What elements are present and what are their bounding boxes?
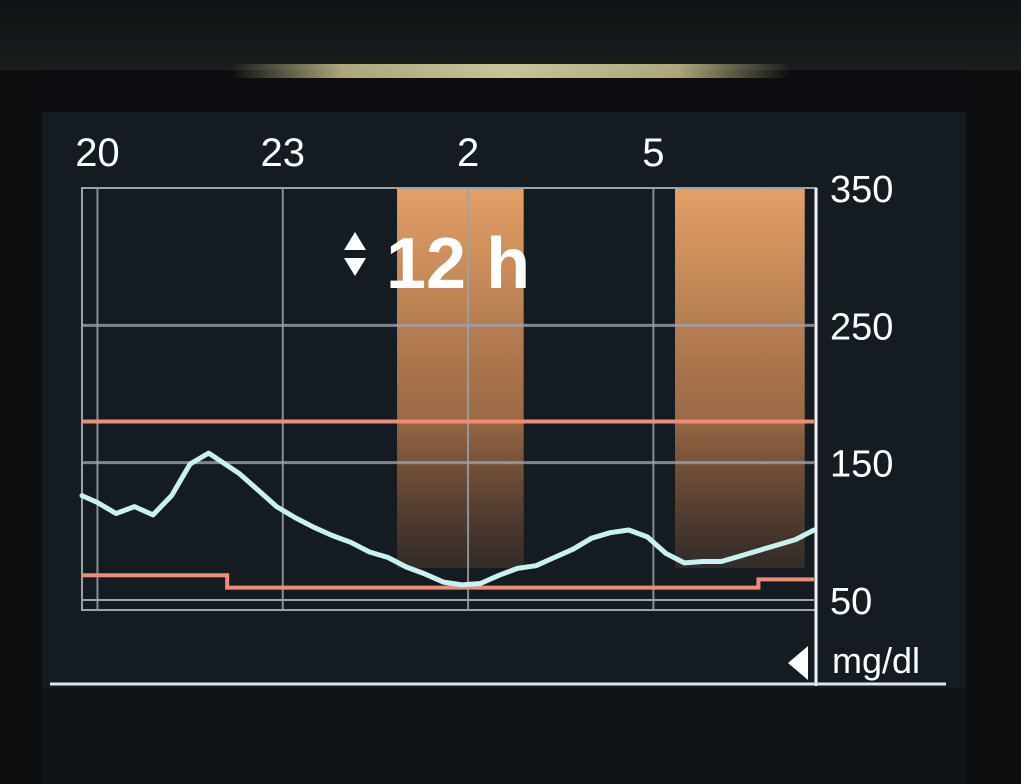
y-tick-label: 50 (830, 581, 872, 623)
night-band-0 (397, 188, 524, 568)
zoom-label: 12 h (386, 224, 530, 304)
x-tick-labels: 20 23 2 5 (75, 131, 664, 175)
y-tick-label: 150 (830, 444, 893, 486)
device-bezel-right (966, 70, 1021, 784)
display-lower-area (42, 688, 966, 784)
y-tick-label: 350 (830, 169, 893, 211)
glucose-series (79, 450, 817, 588)
screen-glare (230, 64, 790, 78)
night-bands (397, 188, 805, 568)
target-low-line (82, 573, 814, 590)
x-tick-label: 23 (261, 131, 306, 175)
device-bezel-top (0, 0, 1021, 70)
target-range-lines (82, 419, 814, 590)
y-tick-labels: 350 250 150 50 (830, 169, 893, 623)
up-down-arrows-icon-lower (344, 258, 366, 276)
zoom-indicator[interactable]: 12 h (344, 224, 530, 304)
x-tick-label: 20 (75, 131, 120, 175)
device-bezel-left (0, 70, 42, 784)
night-band-1 (675, 188, 805, 568)
up-down-arrows-icon (344, 232, 366, 250)
y-axis-unit: mg/dl (832, 640, 920, 681)
x-tick-label: 2 (457, 131, 479, 175)
glucose-line (79, 450, 817, 588)
x-tick-label: 5 (642, 131, 664, 175)
y-tick-label: 250 (830, 306, 893, 348)
scroll-left-icon[interactable] (788, 646, 808, 680)
